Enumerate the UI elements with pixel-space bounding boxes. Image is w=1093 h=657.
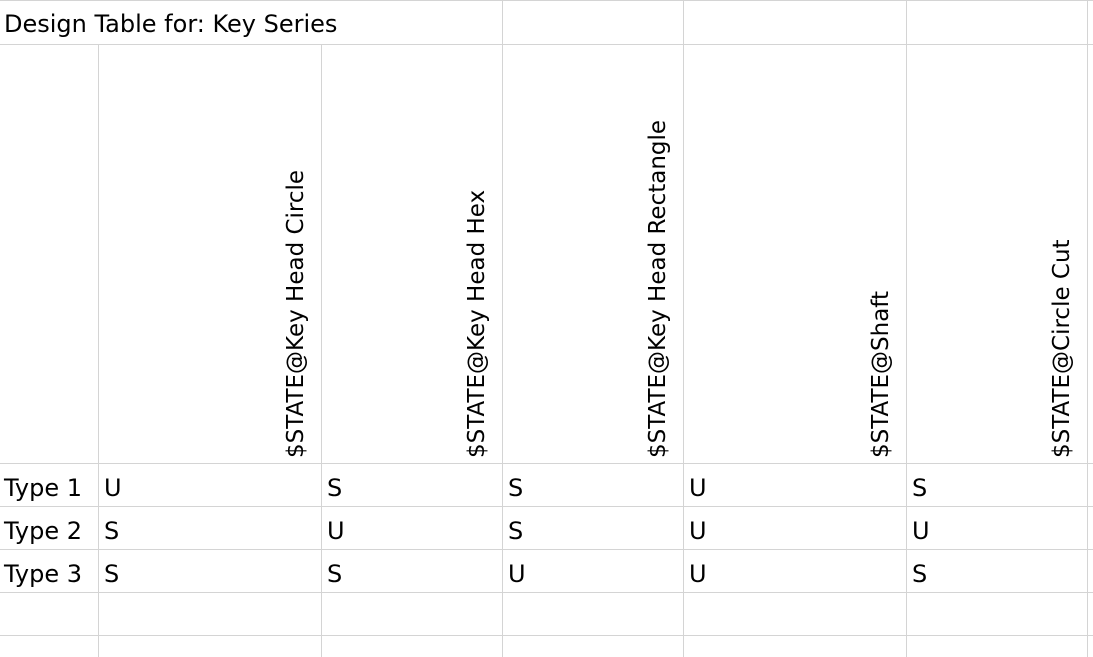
table-cell[interactable]: S xyxy=(99,507,322,550)
cell-r1-c4[interactable] xyxy=(503,0,684,45)
cell-r1-c3[interactable] xyxy=(322,0,503,45)
cell-r1-c2[interactable] xyxy=(99,0,322,45)
header-cell-key-head-rectangle[interactable]: $STATE@Key Head Rectangle xyxy=(503,45,684,464)
cell-value: S xyxy=(912,474,928,502)
row-label-type-2: Type 2 xyxy=(4,517,83,545)
empty-cell[interactable] xyxy=(1088,636,1093,657)
empty-cell[interactable] xyxy=(907,593,1088,636)
table-cell[interactable]: S xyxy=(907,464,1088,507)
empty-cell[interactable] xyxy=(684,636,907,657)
table-cell[interactable]: S xyxy=(503,507,684,550)
cell-title[interactable] xyxy=(0,0,99,45)
header-cell-extra[interactable] xyxy=(1088,45,1093,464)
header-key-head-hex: $STATE@Key Head Hex xyxy=(464,189,490,458)
header-cell-key-head-hex[interactable]: $STATE@Key Head Hex xyxy=(322,45,503,464)
cell-value: S xyxy=(508,517,524,545)
empty-cell[interactable] xyxy=(907,636,1088,657)
empty-cell[interactable] xyxy=(322,593,503,636)
header-circle-cut: $STATE@Circle Cut xyxy=(1049,239,1075,458)
cell-value: U xyxy=(689,474,707,502)
table-cell[interactable]: S xyxy=(99,550,322,593)
table-cell[interactable]: U xyxy=(322,507,503,550)
row-label-cell[interactable]: Type 1 xyxy=(0,464,99,507)
table-cell[interactable]: S xyxy=(907,550,1088,593)
table-cell[interactable]: U xyxy=(907,507,1088,550)
header-key-head-circle: $STATE@Key Head Circle xyxy=(283,169,309,458)
table-title: Design Table for: Key Series xyxy=(4,10,338,38)
table-cell[interactable]: U xyxy=(99,464,322,507)
empty-cell[interactable] xyxy=(322,636,503,657)
cell-r1-c5[interactable] xyxy=(684,0,907,45)
table-cell[interactable] xyxy=(1088,464,1093,507)
cell-value: S xyxy=(104,560,120,588)
cell-value: S xyxy=(508,474,524,502)
row-label-type-3: Type 3 xyxy=(4,560,83,588)
header-cell-key-head-circle[interactable]: $STATE@Key Head Circle xyxy=(99,45,322,464)
cell-value: U xyxy=(689,517,707,545)
cell-value: U xyxy=(508,560,526,588)
empty-cell[interactable] xyxy=(503,636,684,657)
row-label-cell[interactable]: Type 2 xyxy=(0,507,99,550)
table-cell[interactable] xyxy=(1088,550,1093,593)
cell-value: S xyxy=(327,474,343,502)
empty-cell[interactable] xyxy=(1088,593,1093,636)
row-label-cell[interactable]: Type 3 xyxy=(0,550,99,593)
header-cell-shaft[interactable]: $STATE@Shaft xyxy=(684,45,907,464)
cell-value: U xyxy=(912,517,930,545)
header-key-head-rectangle: $STATE@Key Head Rectangle xyxy=(645,119,671,458)
empty-cell[interactable] xyxy=(0,636,99,657)
table-cell[interactable]: U xyxy=(684,550,907,593)
cell-value: S xyxy=(327,560,343,588)
empty-cell[interactable] xyxy=(684,593,907,636)
cell-value: S xyxy=(912,560,928,588)
cell-value: S xyxy=(104,517,120,545)
table-cell[interactable]: U xyxy=(503,550,684,593)
cell-r1-c7[interactable] xyxy=(1088,0,1093,45)
empty-cell[interactable] xyxy=(99,593,322,636)
row-label-type-1: Type 1 xyxy=(4,474,83,502)
table-cell[interactable]: U xyxy=(684,507,907,550)
header-shaft: $STATE@Shaft xyxy=(868,290,894,458)
empty-cell[interactable] xyxy=(0,593,99,636)
table-cell[interactable]: S xyxy=(503,464,684,507)
empty-cell[interactable] xyxy=(99,636,322,657)
cell-value: U xyxy=(104,474,122,502)
sheet-top-border xyxy=(0,0,1093,1)
header-cell-circle-cut[interactable]: $STATE@Circle Cut xyxy=(907,45,1088,464)
table-cell[interactable] xyxy=(1088,507,1093,550)
table-cell[interactable]: S xyxy=(322,550,503,593)
cell-value: U xyxy=(327,517,345,545)
table-cell[interactable]: U xyxy=(684,464,907,507)
header-label-cell[interactable] xyxy=(0,45,99,464)
empty-cell[interactable] xyxy=(503,593,684,636)
cell-r1-c6[interactable] xyxy=(907,0,1088,45)
table-cell[interactable]: S xyxy=(322,464,503,507)
cell-value: U xyxy=(689,560,707,588)
